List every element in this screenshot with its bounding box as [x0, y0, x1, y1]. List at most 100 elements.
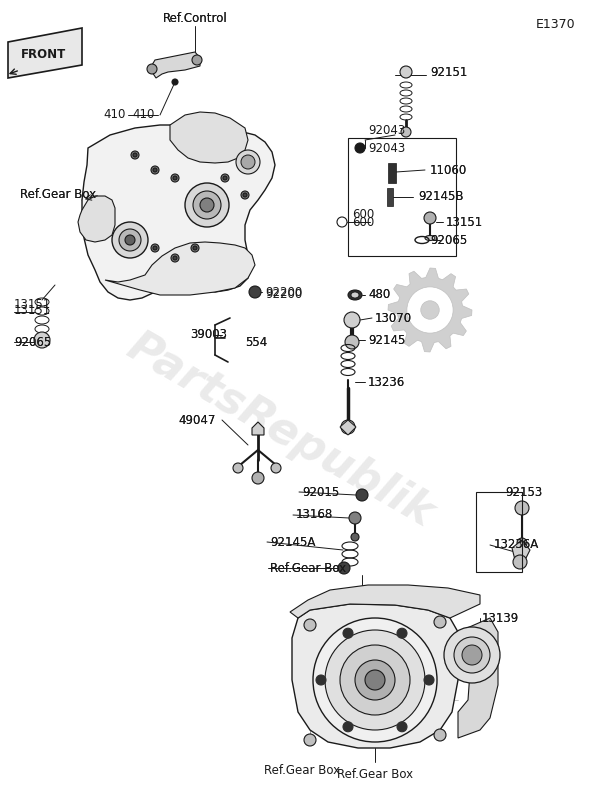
Circle shape: [407, 287, 453, 333]
Circle shape: [341, 420, 355, 434]
Circle shape: [338, 562, 350, 574]
Text: 13151: 13151: [14, 298, 51, 311]
Text: 92153: 92153: [505, 486, 542, 498]
Circle shape: [355, 660, 395, 700]
Text: Ref.Gear Box: Ref.Gear Box: [20, 189, 96, 202]
Circle shape: [344, 312, 360, 328]
Circle shape: [223, 176, 227, 180]
Text: 49047: 49047: [178, 414, 215, 426]
Circle shape: [517, 538, 527, 548]
Circle shape: [316, 675, 326, 685]
Circle shape: [192, 55, 202, 65]
Circle shape: [513, 555, 527, 569]
Circle shape: [337, 217, 347, 227]
Bar: [348, 138, 456, 256]
Circle shape: [343, 628, 353, 638]
Text: 600: 600: [352, 209, 374, 222]
Text: Ref.Control: Ref.Control: [163, 11, 227, 25]
Ellipse shape: [348, 290, 362, 300]
Polygon shape: [458, 618, 498, 738]
Circle shape: [365, 670, 385, 690]
Polygon shape: [170, 112, 248, 163]
Text: 92043: 92043: [368, 123, 405, 137]
Circle shape: [171, 254, 179, 262]
Circle shape: [125, 235, 135, 245]
Text: 92200: 92200: [265, 286, 302, 298]
Text: 92145A: 92145A: [270, 535, 315, 549]
Text: 92153: 92153: [505, 486, 542, 498]
Text: E1370: E1370: [535, 18, 575, 31]
Text: 13151: 13151: [446, 215, 483, 229]
Text: 554: 554: [245, 335, 267, 349]
Circle shape: [233, 463, 243, 473]
Polygon shape: [82, 125, 275, 300]
Circle shape: [340, 645, 410, 715]
Circle shape: [119, 229, 141, 251]
Circle shape: [444, 627, 500, 683]
Text: 13236: 13236: [368, 375, 405, 389]
Text: 13168: 13168: [296, 509, 333, 522]
Text: Ref.Gear Box: Ref.Gear Box: [337, 769, 413, 782]
Circle shape: [397, 722, 407, 732]
Text: 13151: 13151: [14, 303, 51, 317]
Bar: [476, 492, 522, 572]
Text: 92200: 92200: [265, 289, 302, 302]
Polygon shape: [8, 28, 82, 78]
Polygon shape: [252, 422, 264, 435]
Text: 92015: 92015: [302, 486, 339, 498]
Text: Ref.Gear Box: Ref.Gear Box: [264, 763, 340, 777]
Circle shape: [397, 628, 407, 638]
Circle shape: [434, 616, 446, 628]
Text: 554: 554: [245, 335, 267, 349]
Text: 92065: 92065: [430, 234, 467, 246]
Text: 480: 480: [368, 289, 390, 302]
Circle shape: [421, 301, 439, 319]
Circle shape: [349, 512, 361, 524]
Circle shape: [345, 335, 359, 349]
Circle shape: [173, 176, 177, 180]
Text: 92145: 92145: [368, 334, 405, 346]
Text: 13168: 13168: [296, 509, 333, 522]
Polygon shape: [78, 196, 115, 242]
Circle shape: [325, 630, 425, 730]
Circle shape: [151, 166, 159, 174]
Circle shape: [252, 472, 264, 484]
Text: 13236A: 13236A: [494, 538, 539, 551]
Text: 39003: 39003: [190, 329, 227, 342]
Circle shape: [304, 619, 316, 631]
Circle shape: [112, 222, 148, 258]
Polygon shape: [292, 604, 458, 748]
Circle shape: [131, 151, 139, 159]
Circle shape: [34, 332, 50, 348]
Circle shape: [147, 64, 157, 74]
Text: 13151: 13151: [446, 215, 483, 229]
Circle shape: [151, 244, 159, 252]
Text: 92015: 92015: [302, 486, 339, 498]
Circle shape: [173, 256, 177, 260]
Text: 13139: 13139: [482, 611, 519, 625]
Circle shape: [191, 244, 199, 252]
Circle shape: [401, 127, 411, 137]
Text: 92043: 92043: [368, 142, 405, 154]
Text: 92145B: 92145B: [418, 190, 464, 203]
Circle shape: [153, 246, 157, 250]
Circle shape: [462, 645, 482, 665]
Circle shape: [249, 286, 261, 298]
Circle shape: [221, 174, 229, 182]
Text: PartsRepublik: PartsRepublik: [119, 325, 441, 535]
Polygon shape: [340, 420, 356, 435]
Text: FRONT: FRONT: [21, 49, 66, 62]
Polygon shape: [290, 585, 480, 618]
Circle shape: [355, 143, 365, 153]
Text: 11060: 11060: [430, 163, 467, 177]
Text: 410: 410: [133, 109, 155, 122]
Circle shape: [185, 183, 229, 227]
Ellipse shape: [351, 292, 359, 298]
Text: Ref.Gear Box: Ref.Gear Box: [20, 189, 96, 202]
Circle shape: [424, 212, 436, 224]
Text: 13236A: 13236A: [494, 538, 539, 551]
Text: 49047: 49047: [178, 414, 215, 426]
Circle shape: [241, 155, 255, 169]
Polygon shape: [105, 242, 255, 295]
Text: 480: 480: [368, 289, 390, 302]
